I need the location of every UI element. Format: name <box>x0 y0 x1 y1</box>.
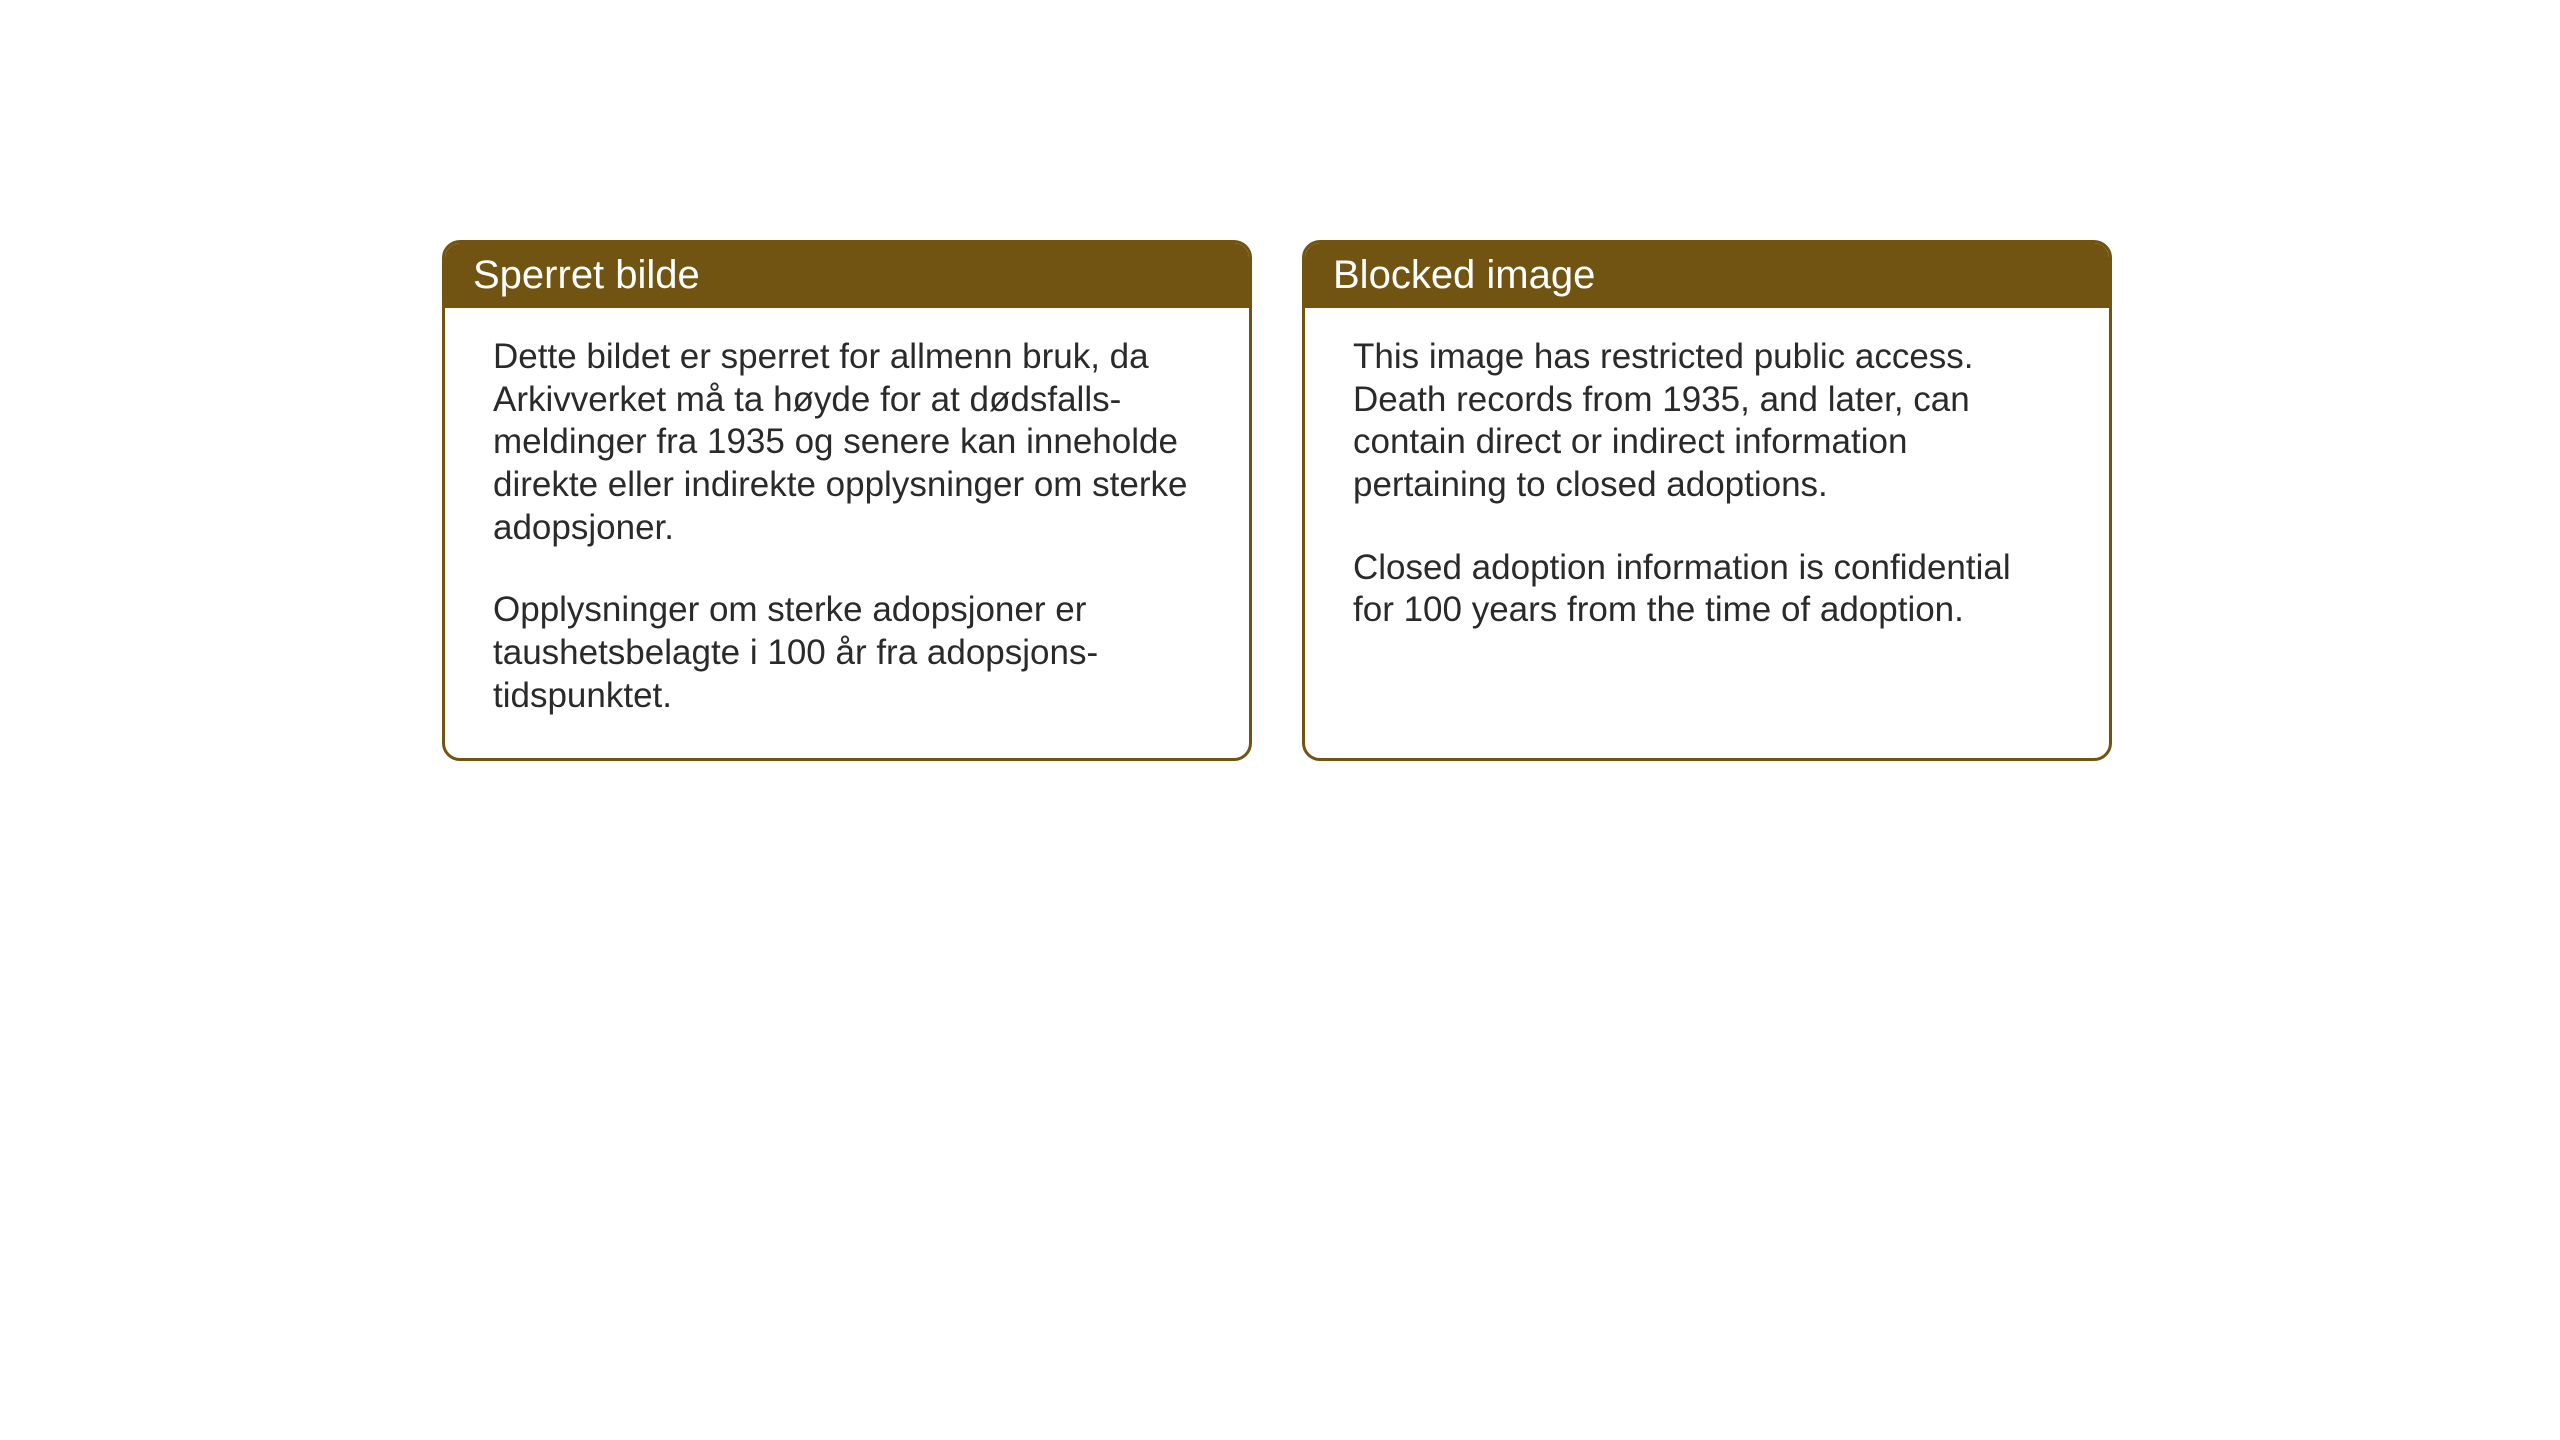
notice-box-norwegian: Sperret bilde Dette bildet er sperret fo… <box>442 240 1252 761</box>
notice-paragraph: Dette bildet er sperret for allmenn bruk… <box>493 336 1201 549</box>
notice-body-english: This image has restricted public access.… <box>1305 308 2109 750</box>
notice-paragraph: Closed adoption information is confident… <box>1353 547 2061 632</box>
notice-body-norwegian: Dette bildet er sperret for allmenn bruk… <box>445 308 1249 758</box>
notice-paragraph: Opplysninger om sterke adopsjoner er tau… <box>493 589 1201 717</box>
notice-box-english: Blocked image This image has restricted … <box>1302 240 2112 761</box>
notice-header-norwegian: Sperret bilde <box>445 243 1249 308</box>
notice-paragraph: This image has restricted public access.… <box>1353 336 2061 507</box>
notice-header-english: Blocked image <box>1305 243 2109 308</box>
notice-container: Sperret bilde Dette bildet er sperret fo… <box>442 240 2112 761</box>
